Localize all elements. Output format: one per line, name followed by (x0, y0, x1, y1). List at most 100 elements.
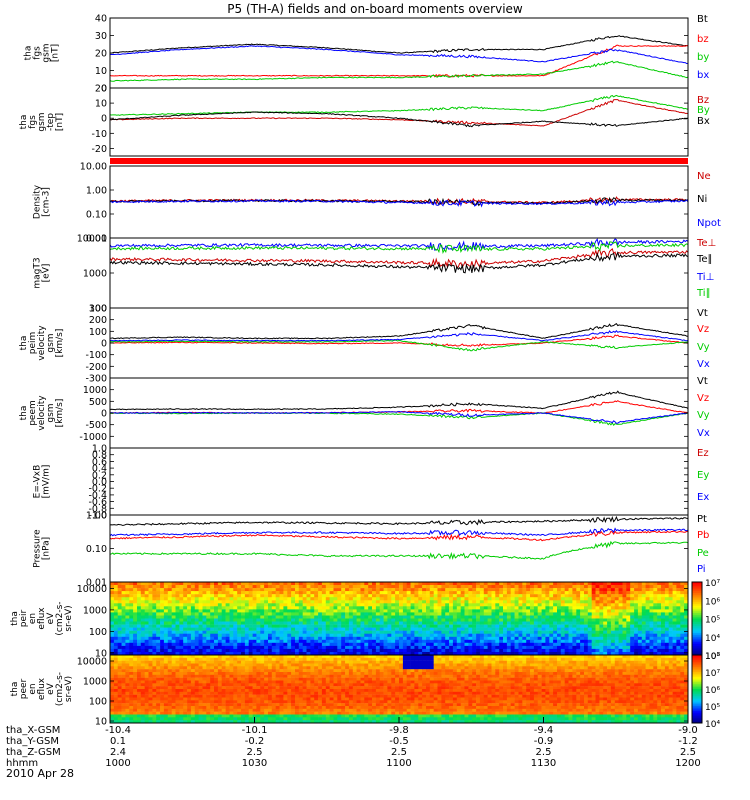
spectrogram-cell (437, 603, 442, 607)
spectrogram-cell (233, 652, 238, 656)
spectrogram-cell (217, 686, 223, 690)
panel-7-ylabel: Pressure [nPa] (33, 529, 52, 568)
spectrogram-cell (587, 633, 592, 637)
spectrogram-cell (206, 708, 211, 712)
spectrogram-cell (291, 630, 296, 634)
spectrogram-cell (449, 645, 454, 650)
spectrogram-cell (187, 615, 192, 619)
spectrogram-cell (167, 645, 172, 650)
spectrogram-cell (279, 630, 284, 634)
spectrogram-cell (206, 669, 211, 673)
spectrogram-cell (183, 663, 188, 667)
spectrogram-cell (537, 600, 542, 604)
spectrogram-cell (221, 588, 226, 592)
spectrogram-cell (522, 606, 527, 610)
spectrogram-cell (641, 639, 646, 644)
spectrogram-cell (452, 603, 458, 607)
spectrogram-cell (672, 582, 677, 586)
spectrogram-cell (591, 606, 596, 610)
spectrogram-cell (233, 648, 238, 653)
spectrogram-cell (372, 630, 377, 634)
spectrogram-cell (576, 636, 581, 641)
spectrogram-cell (268, 645, 273, 650)
spectrogram-cell (564, 609, 569, 613)
spectrogram-cell (518, 600, 523, 604)
spectrogram-cell (641, 597, 646, 601)
spectrogram-cell (133, 700, 138, 704)
spectrogram-cell (406, 633, 411, 637)
spectrogram-cell (584, 597, 589, 601)
spectrogram-cell (198, 645, 203, 650)
spectrogram-cell (214, 694, 219, 698)
spectrogram-cell (144, 633, 149, 637)
spectrogram-cell (129, 609, 134, 613)
spectrogram-cell (618, 594, 623, 598)
spectrogram-cell (584, 582, 589, 586)
spectrogram-cell (576, 652, 581, 656)
spectrogram-cell (140, 588, 145, 592)
ylabel-line: [km/s] (55, 399, 65, 428)
spectrogram-cell (152, 708, 157, 712)
ylabel-line: magT3 (33, 257, 43, 288)
spectrogram-cell (187, 683, 192, 687)
spectrogram-cell (256, 630, 261, 634)
spectrogram-cell (468, 603, 473, 607)
spectrogram-cell (233, 609, 238, 613)
spectrogram-cell (580, 652, 585, 656)
spectrogram-cell (152, 680, 157, 684)
spectrogram-cell (441, 618, 446, 622)
y-tick-label: 10000 (77, 234, 107, 245)
spectrogram-cell (422, 630, 427, 634)
spectrogram-cell (672, 618, 677, 622)
spectrogram-cell (510, 645, 515, 650)
spectrogram-cell (399, 624, 404, 628)
y-tick-label: 1000 (83, 605, 107, 616)
spectrogram-cell (198, 630, 203, 634)
spectrogram-cell (626, 642, 631, 647)
spectrogram-cell (279, 672, 284, 676)
spectrogram-cell (483, 603, 488, 607)
spectrogram-cell (437, 630, 442, 634)
spectrogram-cell (661, 585, 666, 589)
spectrogram-cell (260, 697, 265, 701)
spectrogram-cell (503, 639, 508, 644)
spectrogram-cell (110, 652, 115, 656)
spectrogram-cell (560, 642, 565, 647)
spectrogram-cell (549, 615, 554, 619)
y-tick-label: 10.00 (80, 162, 107, 173)
ylabel-line: -tep (46, 113, 56, 131)
spectrogram-cell (194, 677, 199, 681)
ylabel-line: [km/s] (55, 329, 65, 358)
spectrogram-cell (437, 585, 442, 589)
spectrogram-cell (522, 609, 527, 613)
spectrogram-cell (175, 655, 180, 659)
spectrogram-cell (429, 639, 434, 644)
spectrogram-cell (664, 624, 670, 628)
spectrogram-cell (526, 588, 531, 592)
colorbar-cell (692, 620, 702, 623)
spectrogram-cell (379, 639, 384, 644)
spectrogram-cell (433, 642, 438, 647)
spectrogram-cell (233, 697, 238, 701)
spectrogram-cell (279, 689, 284, 693)
spectrogram-cell (298, 591, 303, 595)
spectrogram-cell (187, 660, 192, 664)
spectrogram-cell (237, 648, 242, 653)
spectrogram-cell (341, 597, 346, 601)
spectrogram-cell (229, 636, 234, 641)
spectrogram-cell (414, 639, 419, 644)
spectrogram-cell (310, 639, 315, 644)
spectrogram-cell (518, 618, 523, 622)
spectrogram-cell (210, 691, 215, 695)
spectrogram-cell (560, 603, 565, 607)
spectrogram-cell (557, 633, 562, 637)
spectrogram-cell (244, 711, 250, 715)
spectrogram-cell (214, 612, 219, 616)
spectrogram-cell (221, 633, 226, 637)
spectrogram-cell (179, 657, 184, 661)
spectrogram-cell (406, 630, 411, 634)
spectrogram-cell (202, 585, 207, 589)
spectrogram-cell (190, 689, 196, 693)
spectrogram-cell (641, 630, 646, 634)
spectrogram-cell (672, 645, 677, 650)
